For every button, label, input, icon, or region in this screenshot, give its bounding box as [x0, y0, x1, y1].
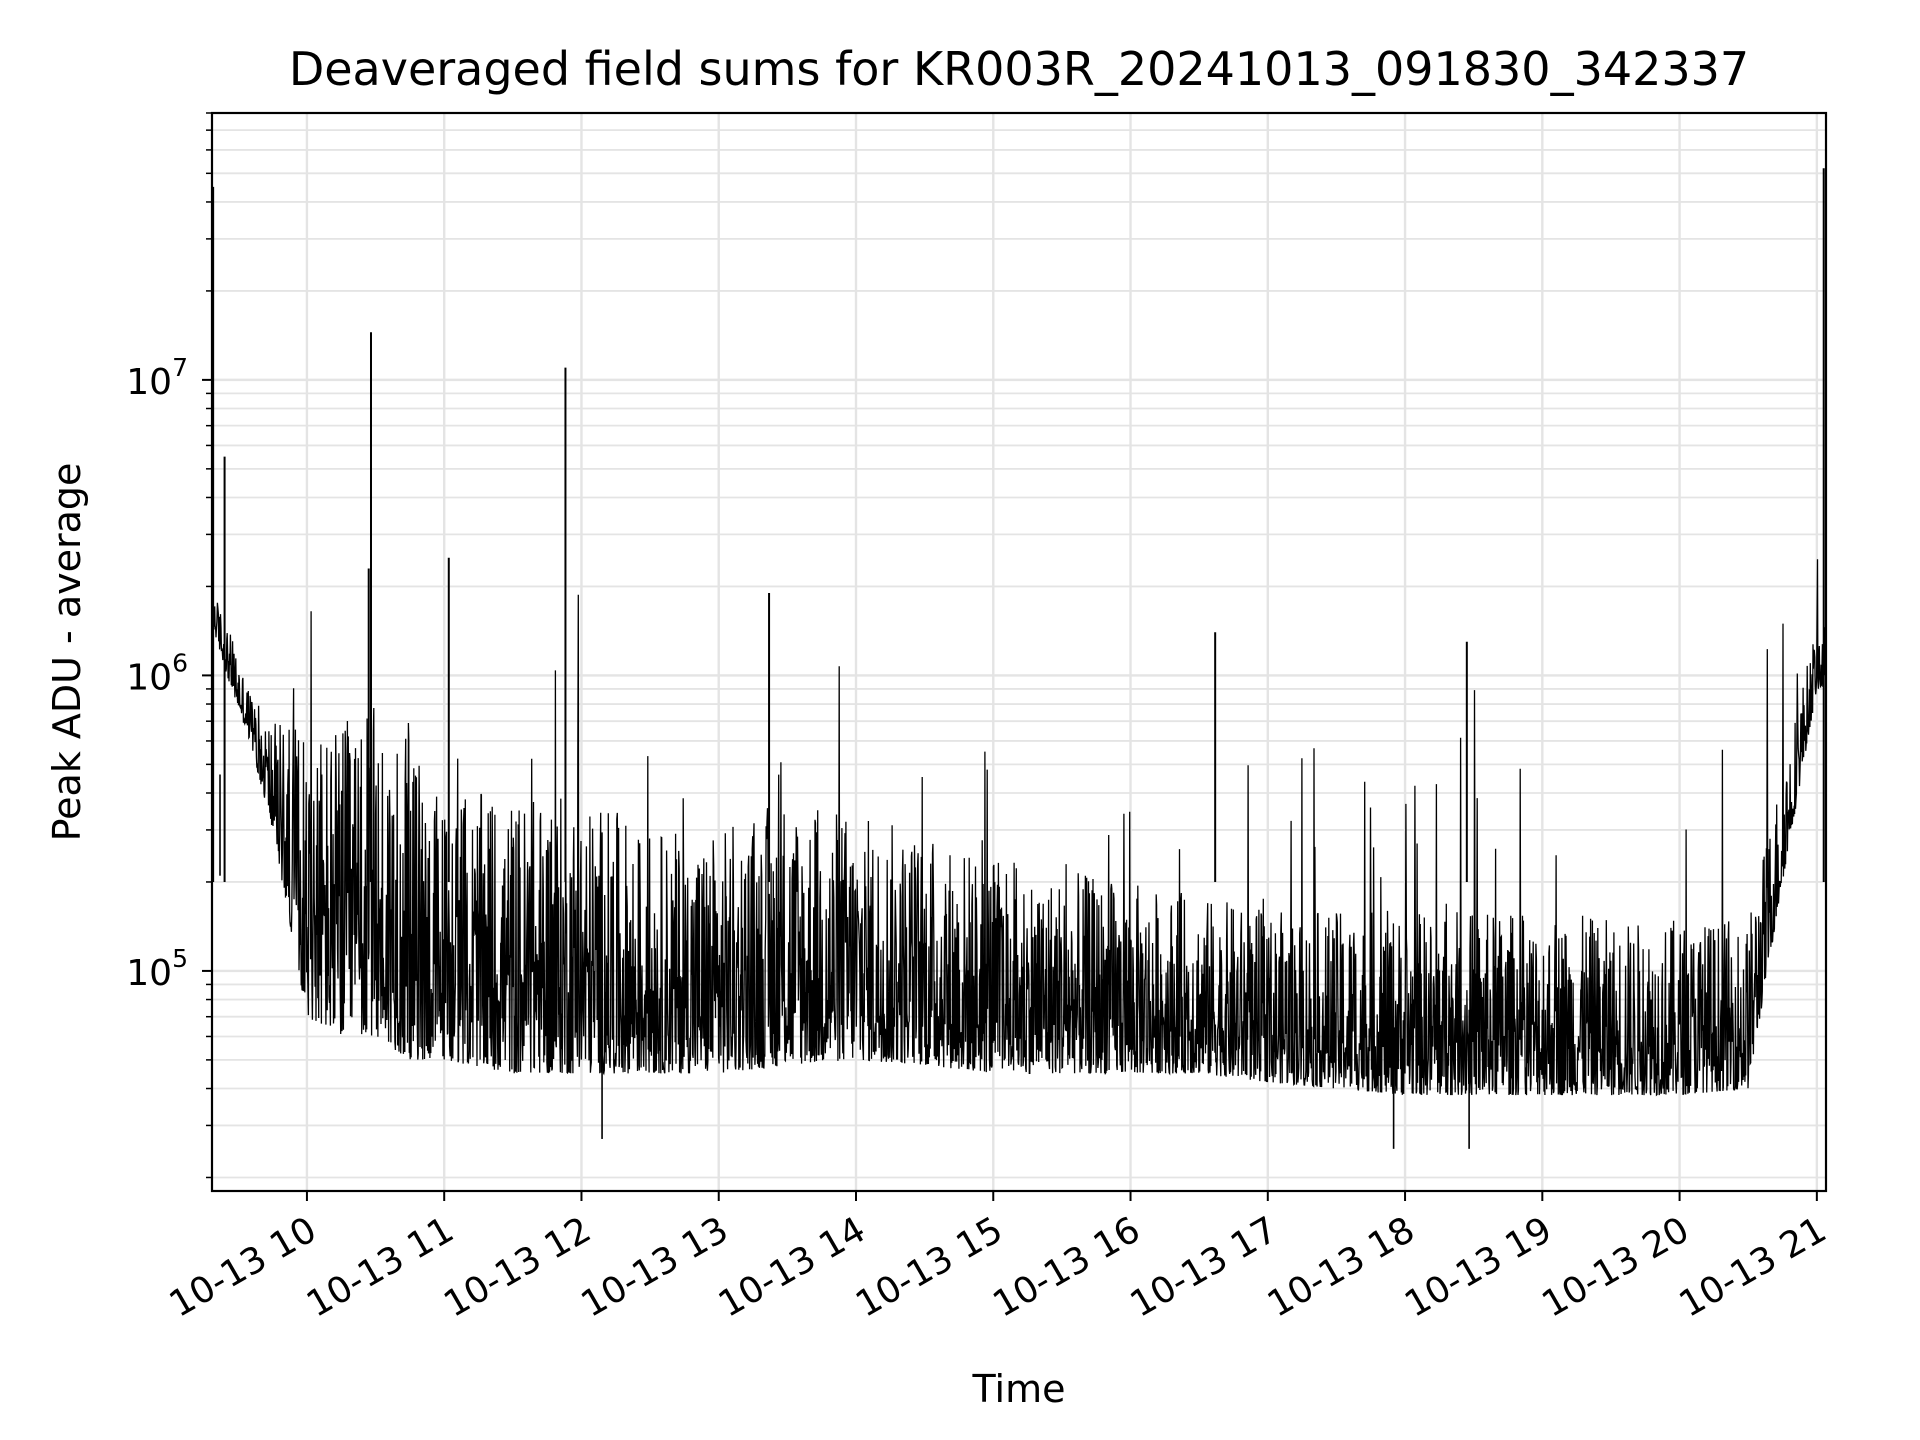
data-series	[211, 168, 1827, 1149]
y-tick-label: 105	[126, 944, 188, 994]
plot-frame	[210, 111, 1828, 1193]
y-tick-exponent: 7	[172, 353, 188, 382]
y-tick-exponent: 5	[172, 944, 188, 973]
y-tick-base: 10	[126, 362, 172, 403]
chart-title: Deaveraged field sums for KR003R_2024101…	[289, 42, 1749, 96]
y-tick-label: 107	[126, 353, 188, 403]
y-tick-label: 106	[126, 648, 188, 698]
series-line	[211, 559, 1827, 1097]
y-tick-base: 10	[126, 953, 172, 994]
y-tick-base: 10	[126, 657, 172, 698]
y-tick-exponent: 6	[172, 648, 188, 677]
x-axis-label: Time	[972, 1367, 1066, 1411]
y-axis-label: Peak ADU - average	[45, 463, 89, 842]
